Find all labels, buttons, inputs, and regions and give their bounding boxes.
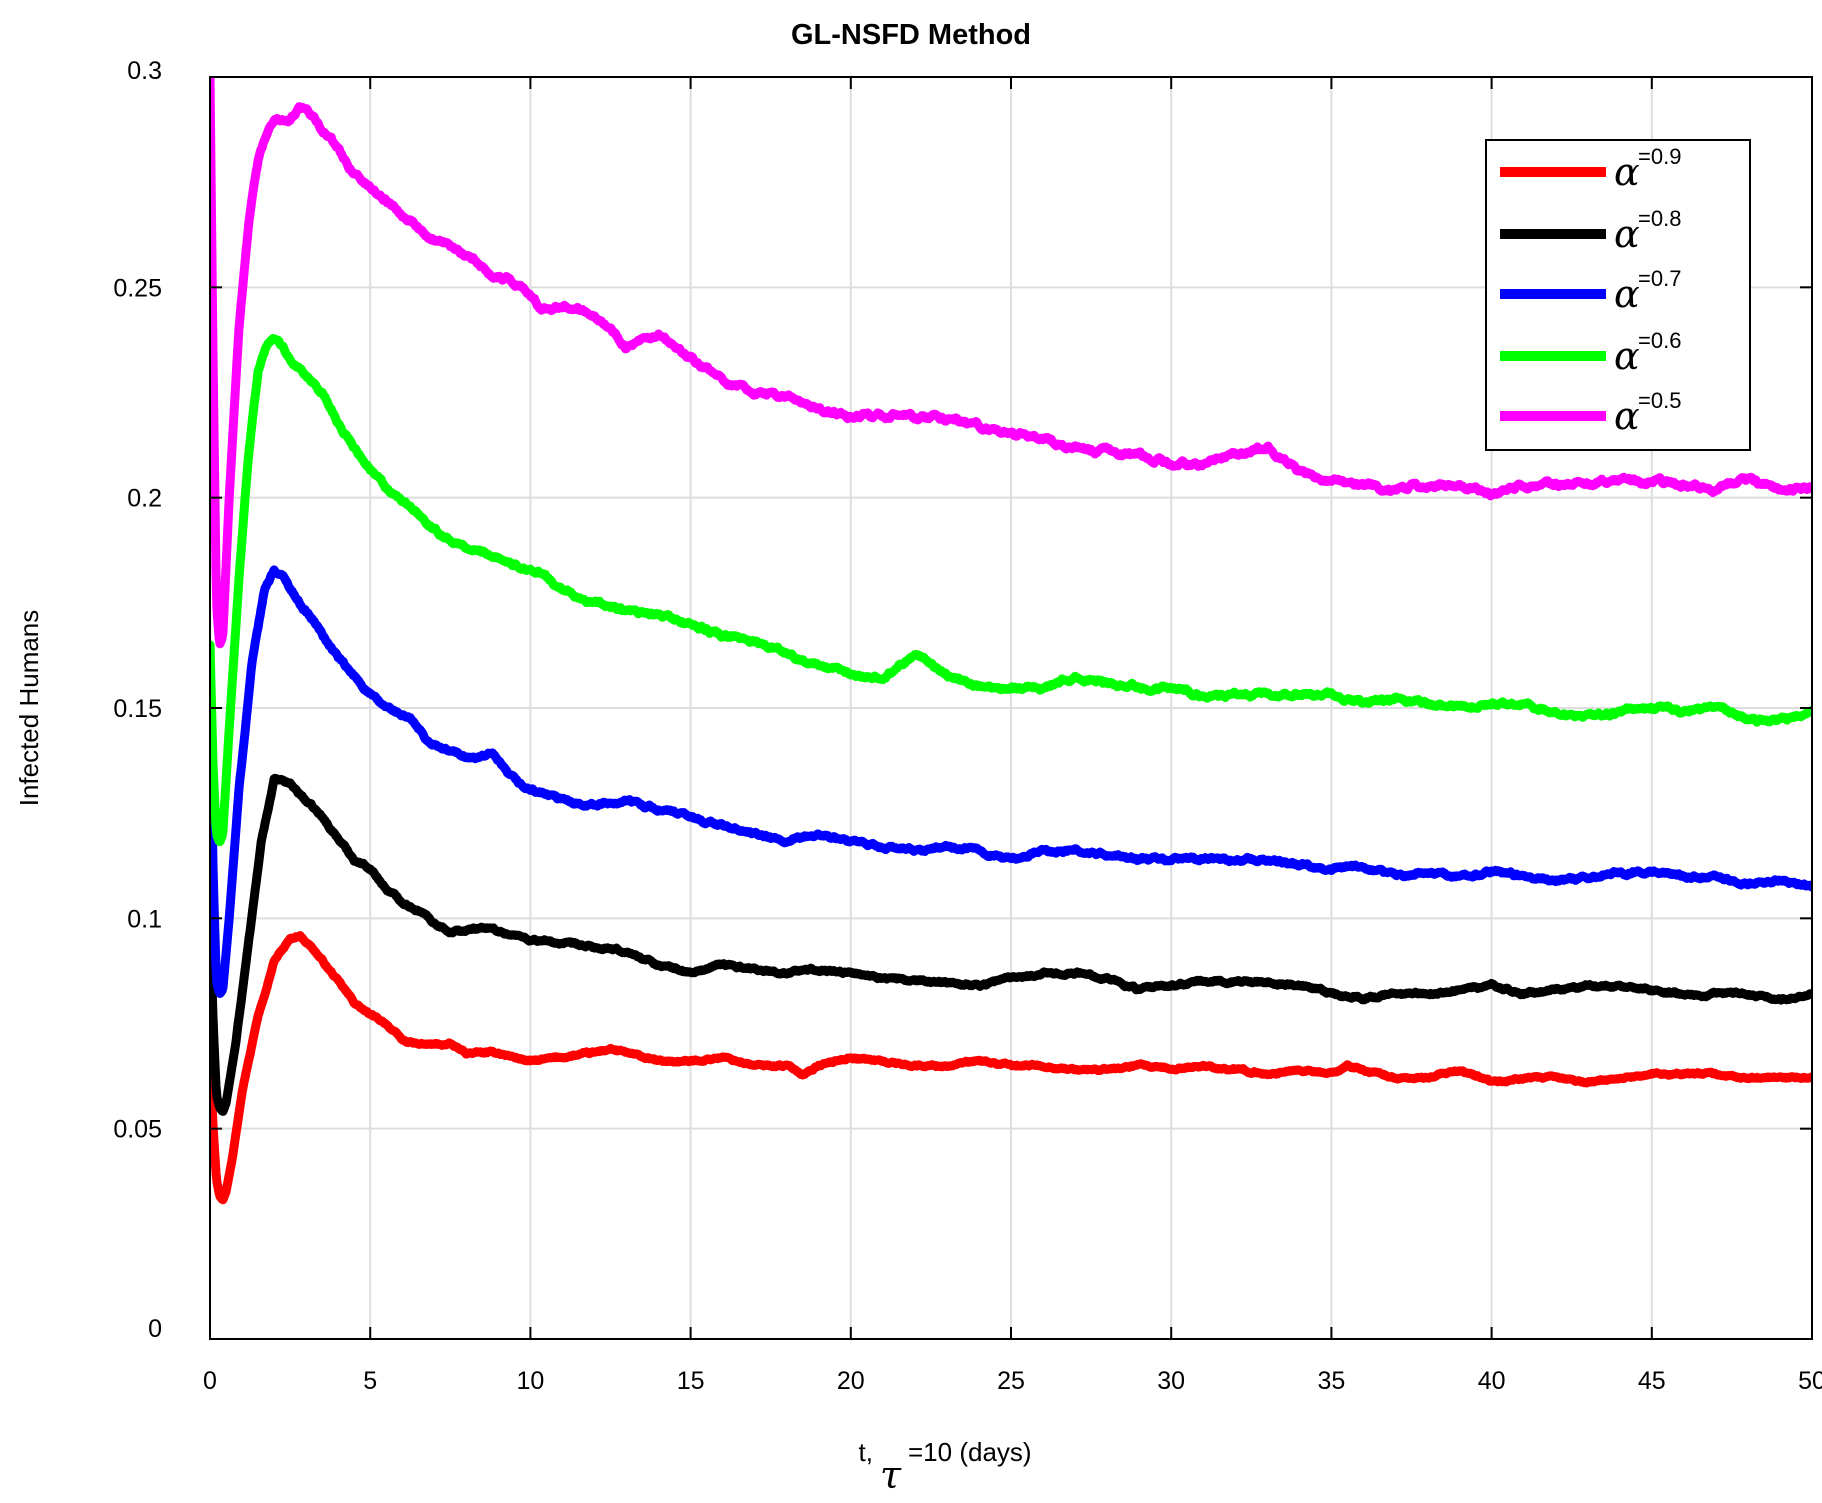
series-line: [210, 334, 1812, 847]
y-tick-label: 0: [148, 1315, 162, 1343]
x-tick-label: 45: [1638, 1367, 1666, 1395]
y-tick-label: 0.1: [127, 905, 162, 933]
series-line: [210, 773, 1812, 1116]
y-axis-label: Infected Humans: [14, 610, 44, 807]
y-tick-label: 0.05: [113, 1116, 162, 1144]
x-axis-label-suffix: =10 (days): [908, 1437, 1032, 1467]
x-tick-label: 35: [1317, 1367, 1345, 1395]
x-tick-labels: 0 5 10 15 20 25 30 35 40 45 50: [203, 1367, 1822, 1395]
x-tick-label: 25: [997, 1367, 1025, 1395]
legend-item: α=0.7: [1500, 266, 1681, 316]
chart-title: GL-NSFD Method: [791, 19, 1031, 51]
x-tick-label: 10: [516, 1367, 544, 1395]
legend-label: =0.9: [1638, 144, 1681, 169]
x-axis-label-prefix: t,: [859, 1437, 873, 1467]
legend-item: α=0.8: [1500, 206, 1681, 256]
x-tick-label: 50: [1798, 1367, 1822, 1395]
series-line: [210, 931, 1812, 1205]
legend-label: =0.6: [1638, 328, 1681, 353]
legend-symbol: α: [1614, 212, 1640, 256]
legend-label: =0.7: [1638, 266, 1681, 291]
y-tick-labels: 0 0.05 0.1 0.15 0.2 0.25 0.3: [113, 57, 162, 1343]
x-tick-label: 0: [203, 1367, 217, 1395]
y-tick-label: 0.2: [127, 485, 162, 513]
y-tick-label: 0.3: [127, 57, 162, 85]
series-lines: [210, 77, 1812, 1205]
legend-label: =0.8: [1638, 206, 1681, 231]
legend: α=0.9α=0.8α=0.7α=0.6α=0.5: [1485, 139, 1751, 451]
x-tick-label: 20: [837, 1367, 865, 1395]
legend-symbol: α: [1614, 272, 1640, 316]
axis-ticks: [209, 76, 1813, 1340]
x-axis-label: t, τ =10 (days): [859, 1437, 1032, 1497]
x-tick-label: 40: [1478, 1367, 1506, 1395]
series-line: [210, 565, 1812, 998]
x-tick-label: 15: [677, 1367, 705, 1395]
legend-label: =0.5: [1638, 388, 1681, 413]
legend-item: α=0.6: [1500, 328, 1681, 378]
legend-symbol: α: [1614, 150, 1640, 194]
x-tick-label: 5: [363, 1367, 377, 1395]
x-tick-label: 30: [1157, 1367, 1185, 1395]
legend-item: α=0.5: [1500, 388, 1681, 438]
y-tick-label: 0.25: [113, 274, 162, 302]
legend-symbol: α: [1614, 334, 1640, 378]
series-line: [210, 77, 1812, 649]
y-tick-label: 0.15: [113, 695, 162, 723]
legend-item: α=0.9: [1500, 144, 1681, 194]
legend-symbol: α: [1614, 394, 1640, 438]
x-axis-label-tau: τ: [880, 1453, 902, 1497]
